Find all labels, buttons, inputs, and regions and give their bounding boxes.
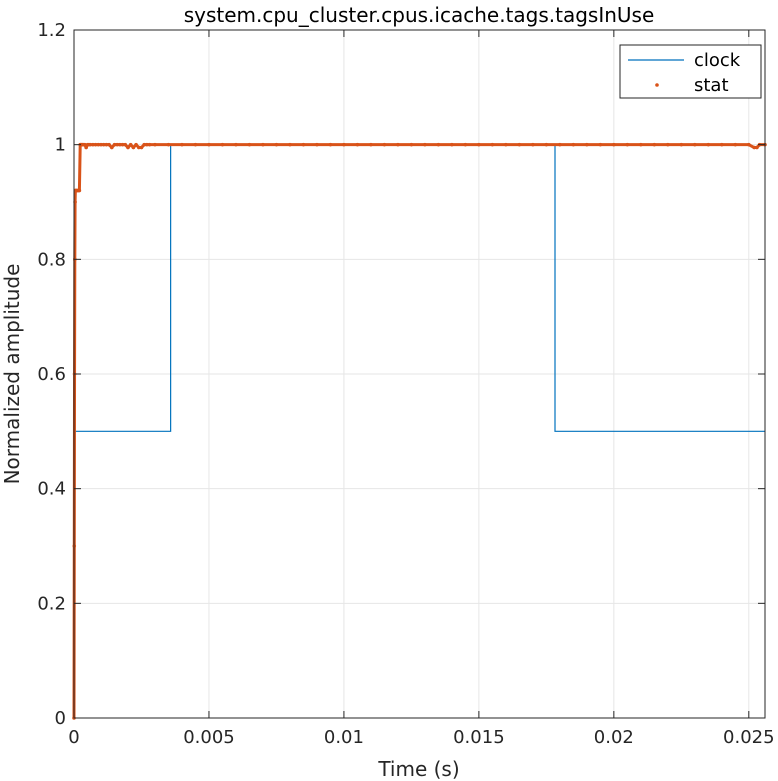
series-point-stat [115,142,119,147]
series-point-stat [315,142,319,147]
series-point-stat [342,142,346,147]
series-point-stat [706,142,711,147]
series-point-stat [504,142,508,147]
series-point-stat [693,142,697,147]
y-tick-label: 1 [55,135,66,156]
series-point-stat [720,142,724,147]
series-point-stat [145,142,149,147]
series-point-stat [598,142,603,147]
series-point-stat [752,145,757,150]
series-point-stat [134,142,138,147]
series-point-stat [382,142,387,147]
y-tick-label: 0.6 [37,364,66,385]
series-point-stat [477,142,481,147]
series-point-stat [544,142,549,147]
series-point-stat [84,145,88,150]
series-point-stat [104,142,109,147]
series-point-stat [142,142,146,147]
series-point-stat [131,145,136,150]
series-point-stat [450,142,454,147]
series-point-stat [93,142,98,147]
series-point-stat [234,142,238,147]
legend-stat-label: stat [694,75,729,96]
series-point-stat [147,142,152,147]
series-point-stat [625,142,630,147]
y-tick-label: 0.4 [37,479,66,500]
series-point-stat [99,142,103,147]
series-point-stat [733,142,738,147]
chart-title: system.cpu_cluster.cpus.icache.tags.tags… [184,3,655,27]
series-point-stat [747,142,751,147]
series-point-stat [136,145,141,150]
series-point-stat [409,142,414,147]
series-point-stat [247,142,252,147]
legend-box [619,44,762,99]
series-point-stat [261,142,265,147]
series-point-stat [107,142,111,147]
x-tick-label: 0 [68,727,79,748]
legend-stat-swatch [655,83,659,87]
series-point-stat [220,142,225,147]
series-point-stat [77,188,82,193]
series-point-stat [396,142,400,147]
x-tick-label: 0.02 [594,727,634,748]
x-tick-label: 0.01 [324,727,364,748]
legend: clock stat [619,44,762,99]
x-tick-label: 0.015 [453,727,505,748]
series-layer [72,142,767,720]
y-tick-label: 0 [55,708,66,729]
series-point-stat [755,145,759,150]
y-tick-label: 1.2 [37,20,66,41]
series-point-stat [369,142,373,147]
series-point-stat [126,145,130,150]
series-point-stat [423,142,427,147]
x-tick-label: 0.005 [183,727,235,748]
series-point-stat [436,142,441,147]
series-point-stat [288,142,292,147]
series-point-stat [328,142,333,147]
series-point-stat [193,142,198,147]
series-point-stat [355,142,360,147]
series-point-stat [585,142,589,147]
series-point-stat [112,142,117,147]
series-point-stat [109,145,114,150]
series-point-stat [639,142,643,147]
y-tick-label: 0.2 [37,593,66,614]
series-point-stat [118,142,122,147]
series-point-stat [82,142,87,147]
series-point-stat [463,142,468,147]
series-point-stat [96,142,101,147]
series-point-stat [301,142,306,147]
series-point-stat [558,142,562,147]
series-point-stat [612,142,616,147]
series-point-stat [207,142,211,147]
series-point-stat [652,142,657,147]
series-point-stat [490,142,495,147]
series-point-stat [517,142,522,147]
y-axis-label: Normalized amplitude [0,264,24,485]
series-point-stat [666,142,670,147]
series-point-stat [128,142,133,147]
series-point-stat [120,142,125,147]
legend-clock-label: clock [694,50,741,71]
x-axis-label: Time (s) [377,757,459,781]
series-point-stat [123,142,128,147]
series-point-stat [180,142,184,147]
series-point-stat [91,142,95,147]
series-point-stat [166,142,171,147]
series-point-stat [101,142,106,147]
series-point-stat [274,142,279,147]
ticks [73,29,765,719]
y-tick-label: 0.8 [37,249,66,270]
x-tick-label: 0.025 [723,727,775,748]
series-point-stat [531,142,535,147]
series-point-stat [679,142,684,147]
series-point-stat [139,145,144,150]
series-point-stat [88,142,92,147]
series-point-stat [153,142,157,147]
series-point-stat [571,142,576,147]
tick-labels: 0 0.005 0.01 0.015 0.02 0.025 0 0.2 0.4 0.6 0.8 1 1.… [37,20,774,748]
